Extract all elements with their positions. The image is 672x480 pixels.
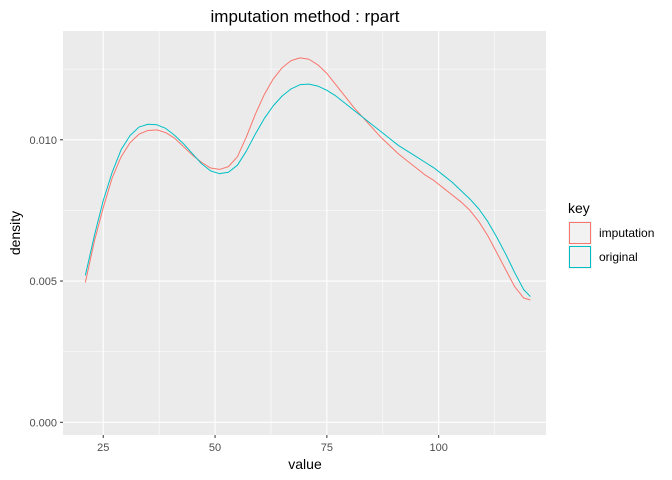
legend-label-original: original	[599, 250, 638, 264]
legend-key-original	[569, 246, 591, 268]
legend-title: key	[568, 200, 590, 216]
major-gridlines	[63, 31, 546, 435]
y-tick-label: 0.010	[29, 135, 57, 147]
x-tick-label: 25	[97, 442, 109, 454]
series-lines	[84, 57, 531, 301]
x-tick-label: 100	[429, 442, 447, 454]
series-line-original	[84, 83, 531, 297]
y-axis-title: density	[7, 211, 23, 255]
series-line-imputation	[84, 57, 531, 301]
x-axis-title: value	[288, 456, 322, 472]
legend-label-imputation: imputation	[599, 226, 654, 240]
y-tick-label: 0.005	[29, 276, 57, 288]
x-tick-label: 75	[321, 442, 333, 454]
legend: key imputation original	[568, 200, 654, 269]
plot-panel	[63, 31, 546, 435]
chart-title: imputation method : rpart	[211, 7, 400, 26]
x-axis-ticks: 25 50 75 100	[97, 435, 448, 454]
legend-key-imputation	[569, 222, 591, 244]
x-tick-label: 50	[209, 442, 221, 454]
minor-gridlines	[63, 31, 546, 435]
y-tick-label: 0.000	[29, 417, 57, 429]
y-axis-ticks: 0.000 0.005 0.010	[29, 135, 63, 429]
